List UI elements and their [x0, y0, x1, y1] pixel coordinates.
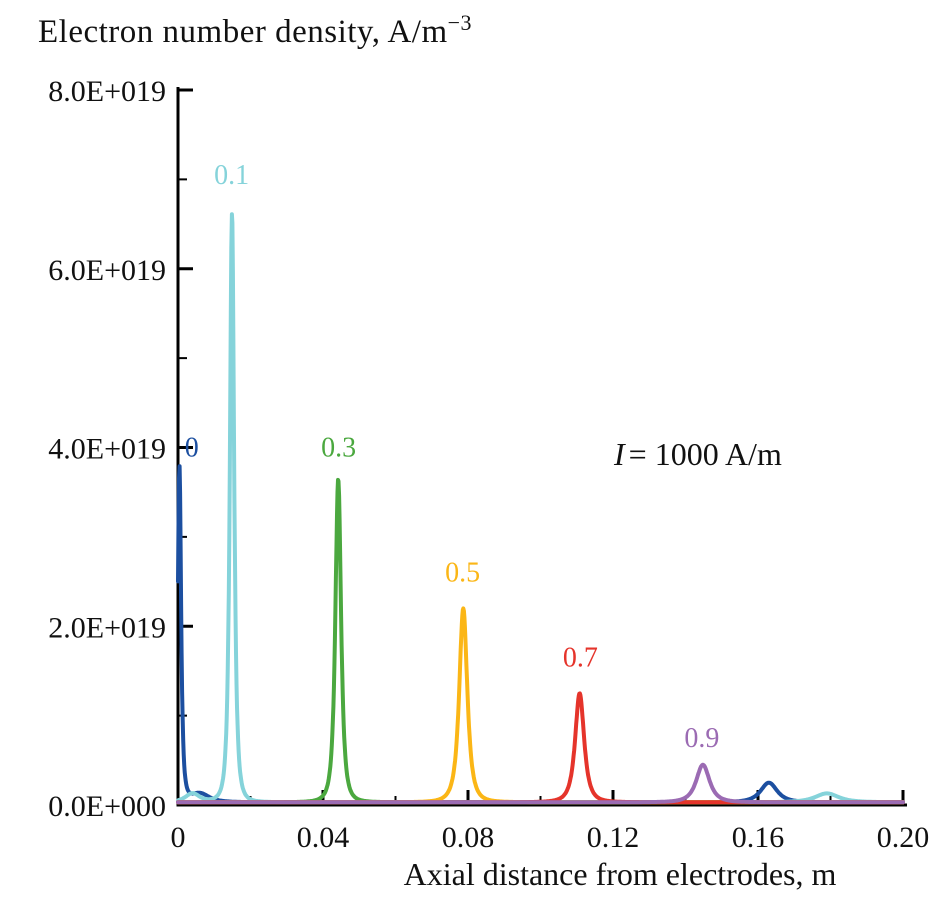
y-axis-title-exponent: −3 [447, 10, 473, 35]
series-label-0: 0 [185, 432, 199, 463]
series-curve-0.5 [176, 606, 905, 805]
x-tick-label: 0.12 [587, 821, 640, 854]
x-tick-label: 0.08 [442, 821, 495, 854]
annotation-symbol: I [614, 436, 625, 472]
series-label-0.9: 0.9 [684, 723, 719, 754]
x-tick-label: 0.20 [877, 821, 930, 854]
current-annotation: I = 1000 A/m [614, 436, 782, 473]
y-tick-label: 6.0E+019 [48, 254, 166, 287]
y-tick-label: 4.0E+019 [48, 433, 166, 466]
x-tick-label: 0 [171, 821, 186, 854]
x-tick-label: 0.04 [297, 821, 350, 854]
series-label-0.1: 0.1 [214, 160, 249, 191]
y-axis-title-text: Electron number density, A/m [38, 14, 448, 50]
x-axis-title: Axial distance from electrodes, m [403, 856, 837, 892]
y-axis-title: Electron number density, A/m−3 [38, 10, 472, 51]
series-label-0.3: 0.3 [321, 432, 356, 463]
series-curve-0.9 [176, 762, 905, 805]
series-curve-0.3 [176, 477, 905, 805]
y-tick-label: 0.0E+000 [48, 790, 166, 823]
series-label-0.7: 0.7 [563, 642, 598, 673]
y-tick-label: 2.0E+019 [48, 611, 166, 644]
x-tick-label: 0.16 [732, 821, 785, 854]
series-label-0.5: 0.5 [445, 558, 480, 589]
series-curve-0.7 [176, 691, 905, 805]
y-tick-label: 8.0E+019 [48, 75, 166, 108]
series-curve-0 [176, 464, 905, 805]
annotation-value: = 1000 A/m [628, 436, 782, 472]
series-curve-0.1 [176, 212, 905, 805]
